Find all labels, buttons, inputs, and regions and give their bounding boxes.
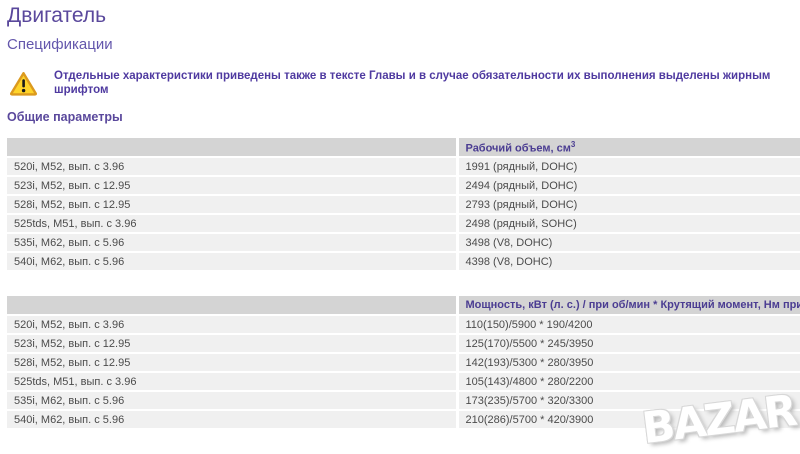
value-cell: 1991 (рядный, DOHC) bbox=[457, 157, 800, 177]
page-subtitle: Спецификации bbox=[7, 36, 113, 53]
table-row: 520i, M52, вып. с 3.96 110(150)/5900 * 1… bbox=[7, 315, 800, 335]
engine-displacement-table: Рабочий объем, см3 520i, M52, вып. с 3.9… bbox=[7, 138, 800, 272]
table-row: 540i, M62, вып. с 5.96 4398 (V8, DOHC) bbox=[7, 252, 800, 272]
table-row: 525tds, M51, вып. с 3.96 2498 (рядный, S… bbox=[7, 214, 800, 234]
value-cell: 105(143)/4800 * 280/2200 bbox=[457, 372, 800, 392]
section-heading-general-parameters: Общие параметры bbox=[7, 110, 123, 124]
value-cell: 2498 (рядный, SOHC) bbox=[457, 214, 800, 234]
table-header-row: Мощность, кВт (л. с.) / при об/мин * Кру… bbox=[7, 296, 800, 316]
warning-text: Отдельные характеристики приведены также… bbox=[54, 70, 771, 96]
model-cell: 540i, M62, вып. с 5.96 bbox=[7, 410, 459, 430]
superscript-3: 3 bbox=[570, 139, 576, 149]
table-row: 540i, M62, вып. с 5.96 210(286)/5700 * 4… bbox=[7, 410, 800, 430]
model-cell: 525tds, M51, вып. с 3.96 bbox=[7, 214, 459, 234]
model-cell: 528i, M52, вып. с 12.95 bbox=[7, 195, 459, 215]
value-cell: 142(193)/5300 * 280/3950 bbox=[457, 353, 800, 373]
warning-note: Отдельные характеристики приведены также… bbox=[9, 70, 789, 98]
power-torque-table: Мощность, кВт (л. с.) / при об/мин * Кру… bbox=[7, 296, 800, 430]
table-row: 528i, M52, вып. с 12.95 142(193)/5300 * … bbox=[7, 353, 800, 373]
warning-triangle-icon bbox=[9, 71, 38, 97]
model-cell: 528i, M52, вып. с 12.95 bbox=[7, 353, 459, 373]
value-cell: 3498 (V8, DOHC) bbox=[457, 233, 800, 253]
table-row: 535i, M62, вып. с 5.96 173(235)/5700 * 3… bbox=[7, 391, 800, 411]
table-header-empty-cell bbox=[7, 296, 459, 316]
table-row: 523i, M52, вып. с 12.95 125(170)/5500 * … bbox=[7, 334, 800, 354]
model-cell: 540i, M62, вып. с 5.96 bbox=[7, 252, 459, 272]
model-cell: 525tds, M51, вып. с 3.96 bbox=[7, 372, 459, 392]
model-cell: 523i, M52, вып. с 12.95 bbox=[7, 334, 459, 354]
value-cell: 2793 (рядный, DOHC) bbox=[457, 195, 800, 215]
model-cell: 520i, M52, вып. с 3.96 bbox=[7, 315, 459, 335]
value-cell: 125(170)/5500 * 245/3950 bbox=[457, 334, 800, 354]
value-cell: 110(150)/5900 * 190/4200 bbox=[457, 315, 800, 335]
value-cell: 210(286)/5700 * 420/3900 bbox=[457, 410, 800, 430]
table-row: 520i, M52, вып. с 3.96 1991 (рядный, DOH… bbox=[7, 157, 800, 177]
page-title: Двигатель bbox=[7, 4, 107, 27]
table-row: 523i, M52, вып. с 12.95 2494 (рядный, DO… bbox=[7, 176, 800, 196]
displacement-column-header: Рабочий объем, см3 bbox=[457, 138, 800, 158]
table-row: 528i, M52, вып. с 12.95 2793 (рядный, DO… bbox=[7, 195, 800, 215]
value-cell: 173(235)/5700 * 320/3300 bbox=[457, 391, 800, 411]
power-torque-column-header: Мощность, кВт (л. с.) / при об/мин * Кру… bbox=[457, 296, 800, 316]
model-cell: 535i, M62, вып. с 5.96 bbox=[7, 391, 459, 411]
table-header-empty-cell bbox=[7, 138, 459, 158]
value-cell: 4398 (V8, DOHC) bbox=[457, 252, 800, 272]
model-cell: 523i, M52, вып. с 12.95 bbox=[7, 176, 459, 196]
value-cell: 2494 (рядный, DOHC) bbox=[457, 176, 800, 196]
model-cell: 535i, M62, вып. с 5.96 bbox=[7, 233, 459, 253]
model-cell: 520i, M52, вып. с 3.96 bbox=[7, 157, 459, 177]
table-row: 535i, M62, вып. с 5.96 3498 (V8, DOHC) bbox=[7, 233, 800, 253]
table-header-row: Рабочий объем, см3 bbox=[7, 138, 800, 158]
table-row: 525tds, M51, вып. с 3.96 105(143)/4800 *… bbox=[7, 372, 800, 392]
